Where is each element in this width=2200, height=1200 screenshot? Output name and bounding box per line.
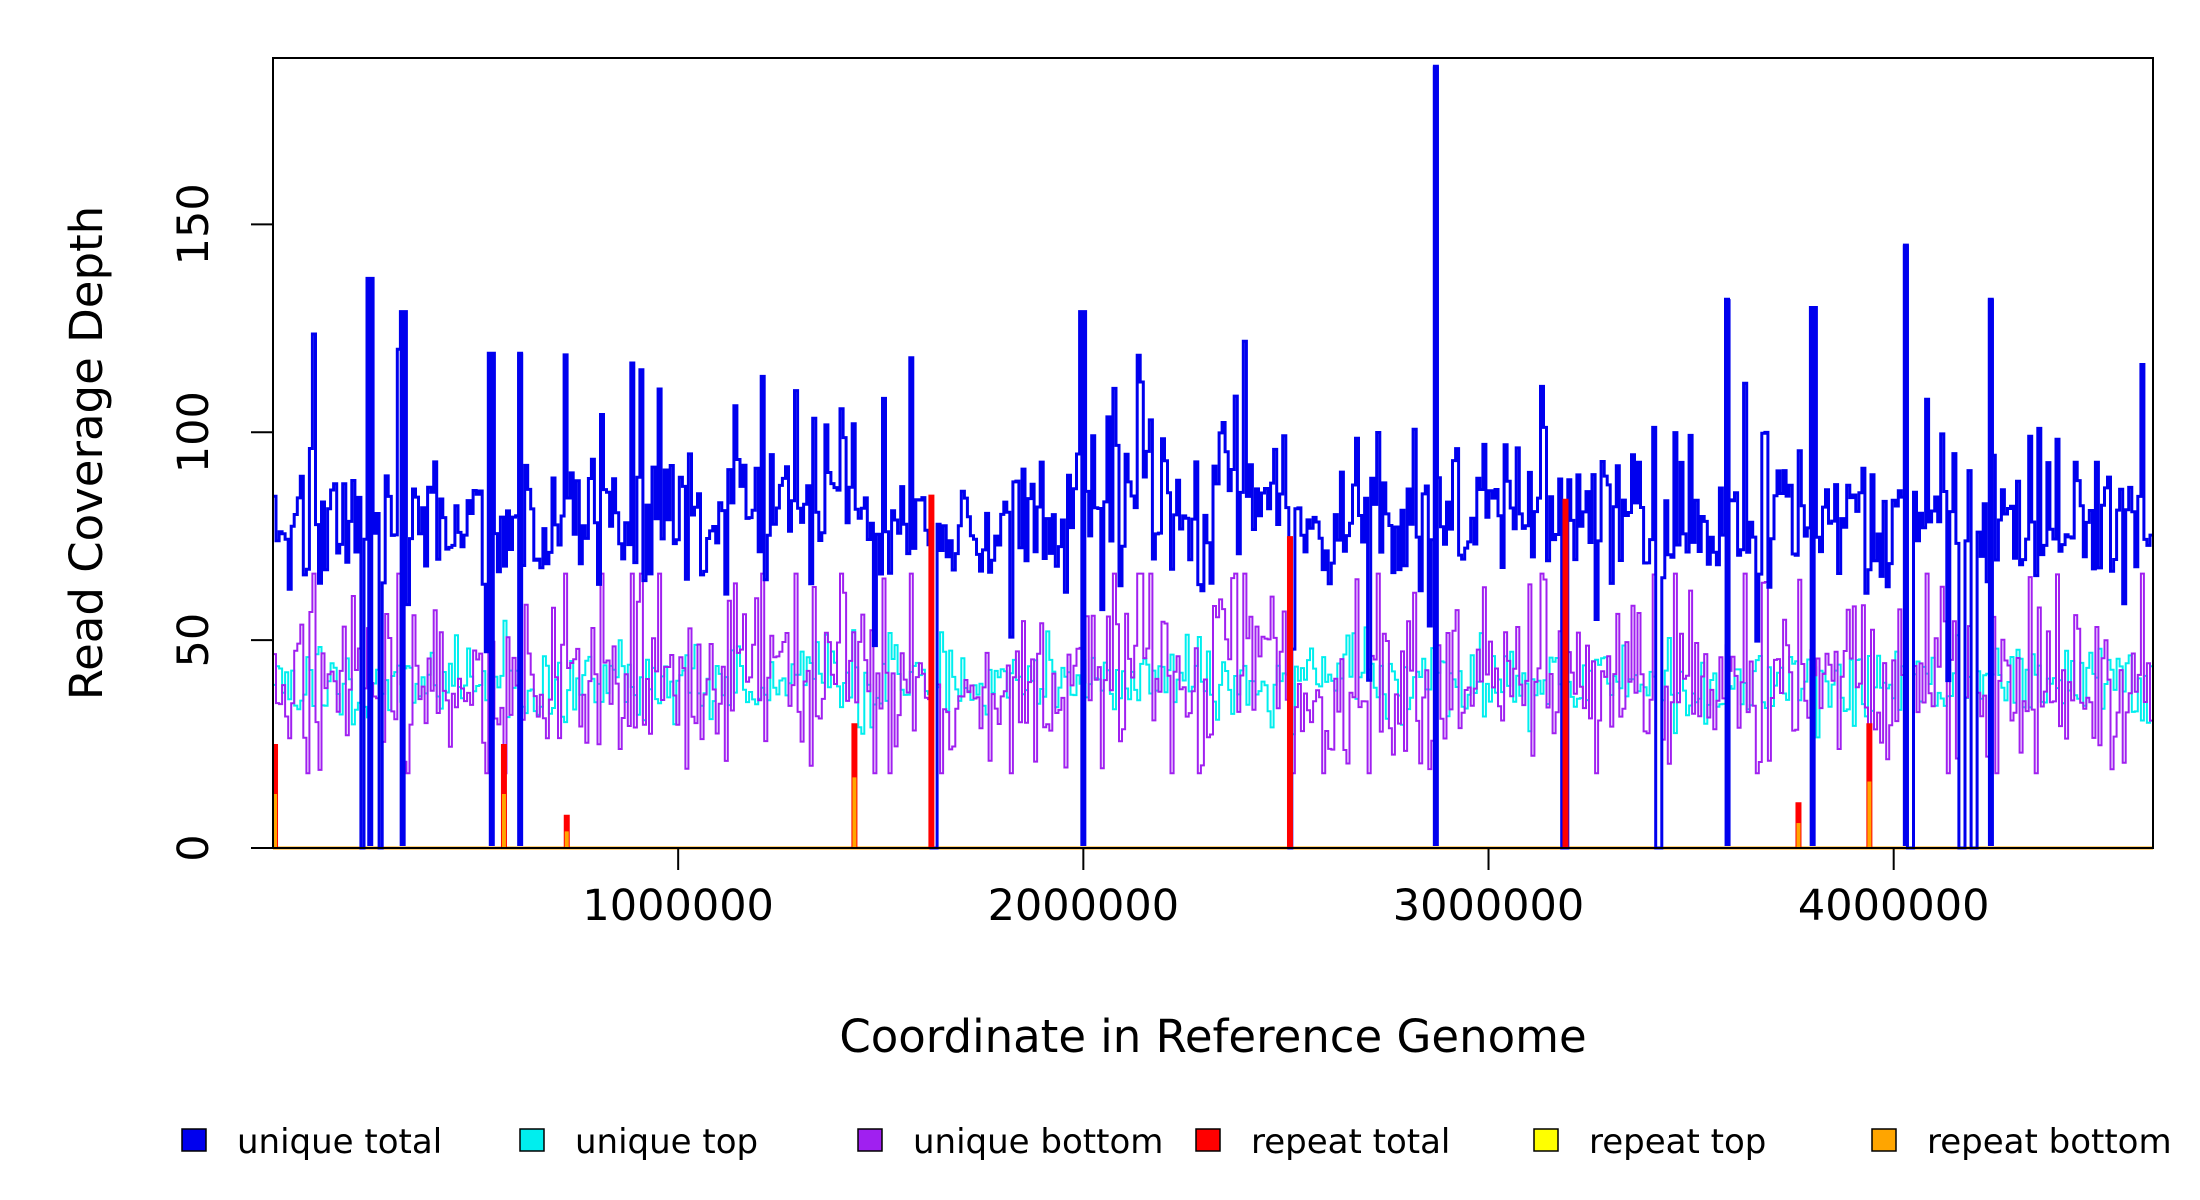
x-axis: 1000000 2000000 3000000 4000000 [582,848,1989,931]
x-tick-label: 4000000 [1798,881,1990,931]
series-layer [272,64,2153,850]
legend-swatch [1871,1128,1897,1152]
x-tick-label: 2000000 [988,881,1180,931]
legend-swatch [1533,1128,1559,1152]
y-tick-label: 100 [169,391,219,473]
x-tick-label: 1000000 [582,881,774,931]
y-tick-label: 150 [169,183,219,265]
x-tick-label: 3000000 [1393,881,1585,931]
legend-swatch [1195,1128,1221,1152]
legend-label: unique total [237,1122,442,1162]
plot-frame [272,57,2154,849]
y-tick-label: 50 [169,613,219,668]
legend-swatch [181,1128,207,1152]
legend-swatch [519,1128,545,1152]
legend: unique total unique top unique bottom repea… [181,1122,2172,1162]
y-axis-title: Read Coverage Depth [60,206,113,700]
legend-label: repeat top [1589,1122,1766,1162]
series-unique-bottom [273,572,2153,849]
legend-label: repeat total [1251,1122,1450,1162]
y-axis: 0 50 100 150 [169,183,273,862]
y-tick-label: 0 [169,834,219,861]
series-unique-total [273,64,2153,850]
legend-label: unique top [575,1122,758,1162]
legend-label: unique bottom [913,1122,1163,1162]
x-axis-title: Coordinate in Reference Genome [839,1010,1586,1063]
legend-swatch [857,1128,883,1152]
legend-label: repeat bottom [1927,1122,2172,1162]
plot-border [272,57,2154,849]
